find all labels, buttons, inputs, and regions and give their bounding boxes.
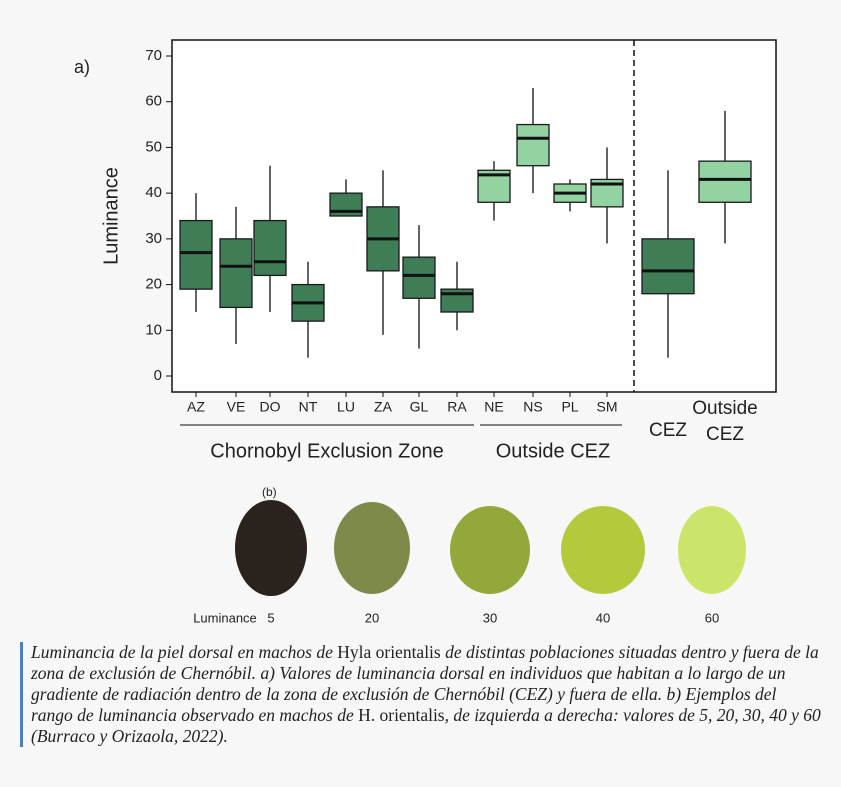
x-tick-label-box: Outside CEZ bbox=[692, 398, 758, 445]
panel-label: a) bbox=[74, 57, 90, 77]
caption-part: Hyla orientalis bbox=[337, 642, 441, 662]
x-tick-label-box: CEZ bbox=[649, 420, 687, 441]
x-tick-label: LU bbox=[337, 399, 355, 415]
y-tick-label: 50 bbox=[145, 138, 162, 155]
box bbox=[641, 238, 695, 295]
x-tick-label: NE bbox=[484, 399, 503, 415]
y-tick-label: 30 bbox=[145, 230, 162, 247]
y-tick-label: 40 bbox=[145, 184, 162, 201]
caption-part: , de izquierda a derecha: valores de 5, … bbox=[31, 705, 821, 746]
x-tick-label: SM bbox=[597, 399, 618, 415]
x-tick-label: NT bbox=[299, 399, 318, 415]
group-label: Outside CEZ bbox=[496, 440, 610, 462]
example-value: 60 bbox=[705, 610, 719, 625]
frogs bbox=[235, 500, 746, 596]
box bbox=[219, 238, 253, 309]
caption-part: Luminancia de la piel dorsal en machos d… bbox=[31, 642, 338, 662]
x-tick-label: RA bbox=[447, 399, 467, 415]
frog bbox=[235, 500, 307, 596]
y-tick-label: 20 bbox=[145, 276, 162, 293]
example-label: Luminance bbox=[193, 610, 257, 625]
group-label: Chornobyl Exclusion Zone bbox=[210, 440, 443, 462]
caption-part: H. orientalis bbox=[358, 705, 445, 725]
example-value: 20 bbox=[365, 610, 379, 625]
caption: Luminancia de la piel dorsal en machos d… bbox=[20, 642, 821, 747]
y-axis-label: Luminance bbox=[100, 167, 122, 265]
frog bbox=[334, 502, 410, 594]
box bbox=[179, 219, 213, 290]
y-tick-label: 70 bbox=[145, 47, 162, 64]
x-tick-label: GL bbox=[410, 399, 429, 415]
box bbox=[516, 123, 550, 167]
example-value: 30 bbox=[483, 610, 497, 625]
x-tick-label: ZA bbox=[374, 399, 393, 415]
x-tick-label: DO bbox=[260, 399, 281, 415]
x-tick-label: CEZ bbox=[649, 420, 687, 441]
box bbox=[698, 160, 752, 203]
frog bbox=[678, 506, 746, 594]
box bbox=[253, 219, 287, 277]
example-value: 5 bbox=[267, 610, 274, 625]
caption-part: de distintas poblaciones situadas dentro… bbox=[31, 642, 819, 725]
x-tick-label: Outside CEZ bbox=[692, 398, 758, 445]
y-tick-label: 60 bbox=[145, 93, 162, 110]
figure: a) Luminance Chornobyl Exclusion Zone Ou… bbox=[74, 39, 777, 625]
frog bbox=[561, 506, 645, 594]
x-tick-label: AZ bbox=[187, 399, 205, 415]
y-tick-label: 10 bbox=[145, 321, 162, 338]
frog bbox=[450, 506, 530, 594]
x-tick-label: NS bbox=[523, 399, 542, 415]
y-tick-label: 0 bbox=[154, 367, 162, 384]
x-tick-label: PL bbox=[561, 399, 578, 415]
plot-area bbox=[171, 39, 777, 393]
panel-label: (b) bbox=[262, 485, 277, 499]
x-tick-label: VE bbox=[227, 399, 246, 415]
box bbox=[402, 256, 436, 299]
example-value: 40 bbox=[596, 610, 610, 625]
